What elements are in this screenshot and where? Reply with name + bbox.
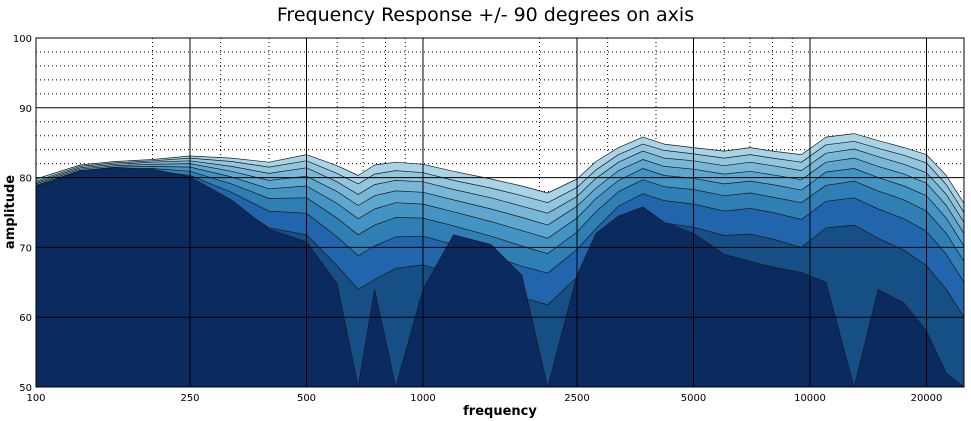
y-tick-label: 70 [19,243,32,254]
y-axis: 50 60 70 80 90 100 [13,34,32,394]
y-tick-label: 100 [13,34,32,45]
y-axis-label: amplitude [3,175,18,249]
x-axis-label: frequency [463,404,537,419]
x-tick-label: 1000 [410,393,435,404]
x-tick-label: 250 [180,393,199,404]
x-tick-label: 500 [297,393,316,404]
plot-frame [35,37,965,388]
x-tick-label: 10000 [794,393,826,404]
series-area-9 [36,167,964,387]
y-tick-label: 50 [19,383,32,394]
chart-title: Frequency Response +/- 90 degrees on axi… [276,4,695,26]
y-tick-label: 80 [19,174,32,185]
x-tick-label: 20000 [911,393,943,404]
x-tick-label: 2500 [564,393,589,404]
y-tick-label: 90 [19,104,32,115]
x-axis: 100 250 500 1000 2500 5000 10000 20000 [26,393,942,404]
y-tick-label: 60 [19,313,32,324]
series-layer [36,133,964,387]
x-tick-label: 100 [26,393,45,404]
major-grid [36,38,964,387]
x-tick-label: 5000 [681,393,706,404]
